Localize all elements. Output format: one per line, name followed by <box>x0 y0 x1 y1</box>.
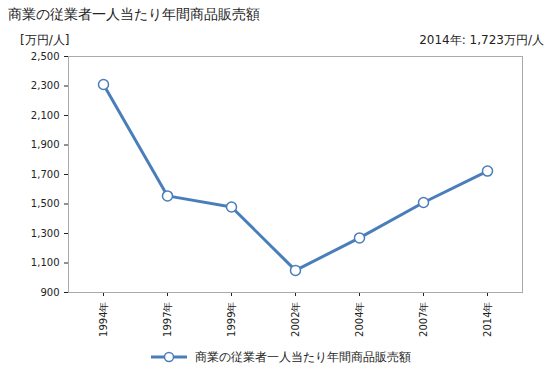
svg-text:2002年: 2002年 <box>290 302 301 337</box>
svg-text:2,300: 2,300 <box>31 80 60 91</box>
svg-text:1,500: 1,500 <box>31 198 60 209</box>
svg-text:1,700: 1,700 <box>31 169 60 180</box>
svg-text:2007年: 2007年 <box>418 302 429 337</box>
svg-text:2004年: 2004年 <box>354 302 365 337</box>
svg-text:1,900: 1,900 <box>31 139 60 150</box>
svg-text:1,100: 1,100 <box>31 257 60 268</box>
svg-text:1,300: 1,300 <box>31 228 60 239</box>
svg-text:2014年: 2014年 <box>482 302 493 337</box>
svg-text:1999年: 1999年 <box>226 302 237 337</box>
html-text:商業の従業者一人当たり年間商品販売額: 商業の従業者一人当たり年間商品販売額 <box>8 6 260 22</box>
svg-text:900: 900 <box>40 287 59 298</box>
html-text:[万円/人]: [万円/人] <box>20 33 70 47</box>
svg-text:2,500: 2,500 <box>31 51 60 62</box>
html-text:2014年: 1,723万円/人: 2014年: 1,723万円/人 <box>419 33 544 47</box>
svg-text:1994年: 1994年 <box>98 302 109 337</box>
svg-text:2,100: 2,100 <box>31 110 60 121</box>
html-text:商業の従業者一人当たり年間商品販売額: 商業の従業者一人当たり年間商品販売額 <box>195 349 411 364</box>
svg-text:1997年: 1997年 <box>162 302 173 337</box>
